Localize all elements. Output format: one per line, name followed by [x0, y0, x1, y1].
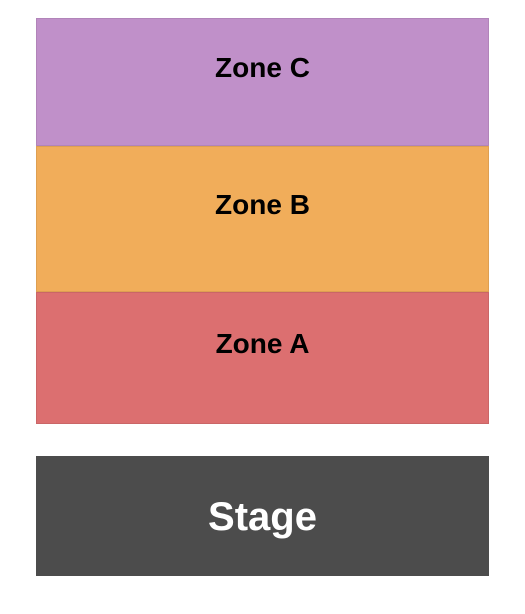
zone-c-label: Zone C [215, 52, 310, 112]
zone-c[interactable]: Zone C [36, 18, 489, 146]
gap-spacer [36, 424, 489, 456]
stage: Stage [36, 456, 489, 576]
zone-b-label: Zone B [215, 189, 310, 249]
zone-a[interactable]: Zone A [36, 292, 489, 424]
zone-a-label: Zone A [216, 328, 310, 388]
zone-b[interactable]: Zone B [36, 146, 489, 292]
seating-chart: Zone C Zone B Zone A Stage [0, 0, 525, 594]
stage-label: Stage [208, 493, 317, 540]
